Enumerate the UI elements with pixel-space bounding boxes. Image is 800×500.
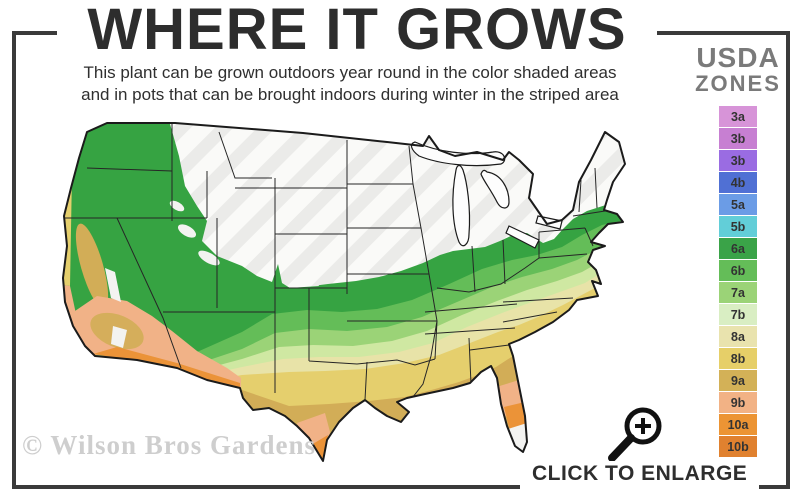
subtitle-line-1: This plant can be grown outdoors year ro… [83, 63, 617, 82]
zone-swatch-3b: 3b [719, 128, 757, 149]
zone-swatch-6a: 6a [719, 238, 757, 259]
us-hardiness-map[interactable] [57, 116, 632, 466]
zone-swatch-9b: 9b [719, 392, 757, 413]
great-basin-white-patch-1 [177, 224, 197, 238]
zone-swatch-3a: 3a [719, 106, 757, 127]
usda-zone-list: 3a 3b 3b 4b 5a 5b 6a 6b 7a 7b 8a 8b 9a 9b 10a 10b [719, 106, 757, 458]
usda-heading-line1: USDA [696, 42, 780, 73]
zone-swatch-6b: 6b [719, 260, 757, 281]
zone-swatch-5a: 5a [719, 194, 757, 215]
central-valley-gold [75, 223, 109, 309]
zone-swatch-9a: 9a [719, 370, 757, 391]
usda-heading-line2: ZONES [695, 71, 781, 96]
lake-huron [480, 169, 510, 209]
usda-zones-heading: USDA ZONES [688, 44, 788, 96]
zone-swatch-5b: 5b [719, 216, 757, 237]
lake-erie [505, 225, 540, 249]
zone-swatch-10a: 10a [719, 414, 757, 435]
great-basin-white-patch-2 [198, 250, 220, 266]
great-basin-white-patch-3 [169, 200, 185, 212]
zone-swatch-3b: 3b [719, 150, 757, 171]
sierra-white-patch [105, 268, 121, 302]
zone-swatch-8a: 8a [719, 326, 757, 347]
subtitle-line-2: and in pots that can be brought indoors … [81, 85, 619, 105]
great-lakes [410, 141, 563, 249]
zone-swatch-10b: 10b [719, 436, 757, 457]
zone-swatch-8b: 8b [719, 348, 757, 369]
us-outline [62, 122, 626, 462]
zone-swatch-7b: 7b [719, 304, 757, 325]
page-title: WHERE IT GROWS [57, 0, 657, 60]
watermark: © Wilson Bros Gardens [22, 430, 316, 460]
click-to-enlarge-label[interactable]: CLICK TO ENLARGE [520, 461, 760, 491]
magnifier-zoom-icon[interactable] [602, 400, 670, 468]
subtitle: This plant can be grown outdoors year ro… [20, 62, 680, 107]
zone-swatch-4b: 4b [719, 172, 757, 193]
socal-mountain-white-patch [111, 326, 127, 348]
zone-swatch-7a: 7a [719, 282, 757, 303]
south-texas-orange-tip [306, 435, 328, 461]
state-borders [65, 123, 606, 403]
lake-michigan [452, 164, 471, 247]
